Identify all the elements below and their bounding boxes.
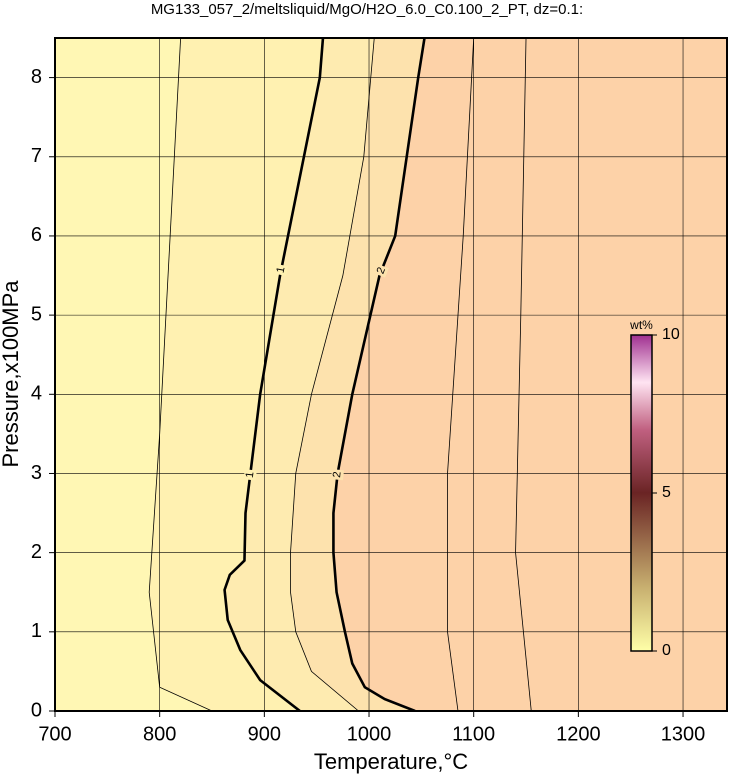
contour-label: 2 [331, 471, 344, 478]
y-axis-label: Pressure,x100MPa [0, 280, 23, 468]
x-tick-label: 1300 [661, 723, 706, 745]
contour-line [515, 38, 532, 711]
contour-line [290, 38, 375, 711]
y-tick-label: 3 [31, 462, 42, 484]
x-tick-label: 1200 [556, 723, 601, 745]
y-tick-label: 0 [31, 699, 42, 721]
axes: 700 800 900 1000 1100 1200 1300 0 1 2 3 4 5 6 7 8 wt% 0 5 1… [31, 37, 728, 745]
x-tick-label: 900 [248, 723, 281, 745]
y-tick-label: 5 [31, 303, 42, 325]
y-tick-label: 7 [31, 145, 42, 167]
y-tick-label: 4 [31, 383, 42, 405]
plot-area: 2 2 1 1 [55, 38, 727, 711]
contour-line [148, 38, 213, 711]
colorbar-tick-label: 0 [662, 642, 671, 659]
contour-label-bg [274, 263, 289, 277]
y-tick-label: 1 [31, 620, 42, 642]
chart-title: MG133_057_2/meltsliquid/MgO/H2O_6.0_C0.1… [151, 1, 583, 18]
colorbar-label: wt% [629, 318, 653, 332]
contour-label-bg [330, 469, 344, 481]
plot-frame [54, 37, 728, 712]
y-tick-label: 2 [31, 541, 42, 563]
contour-line [447, 38, 475, 711]
contour-line [223, 38, 325, 711]
colorbar-tick-label: 5 [662, 484, 671, 501]
contour-label: 1 [275, 266, 288, 274]
x-tick-label: 1000 [347, 723, 392, 745]
contour-label-bg [373, 263, 389, 278]
contour-line [332, 38, 426, 711]
contour-label: 2 [375, 266, 388, 276]
contour-label-bg [243, 469, 257, 481]
contour-label: 1 [244, 471, 257, 479]
x-tick-label: 800 [143, 723, 176, 745]
x-axis-label: Temperature,°C [314, 749, 468, 774]
x-tick-label: 1100 [452, 723, 495, 745]
x-tick-label: 700 [38, 723, 71, 745]
colorbar-tick-label: 10 [662, 326, 680, 343]
contour-region [55, 38, 213, 711]
colorbar [630, 334, 653, 652]
y-tick-label: 8 [31, 66, 42, 88]
y-tick-label: 6 [31, 224, 42, 246]
